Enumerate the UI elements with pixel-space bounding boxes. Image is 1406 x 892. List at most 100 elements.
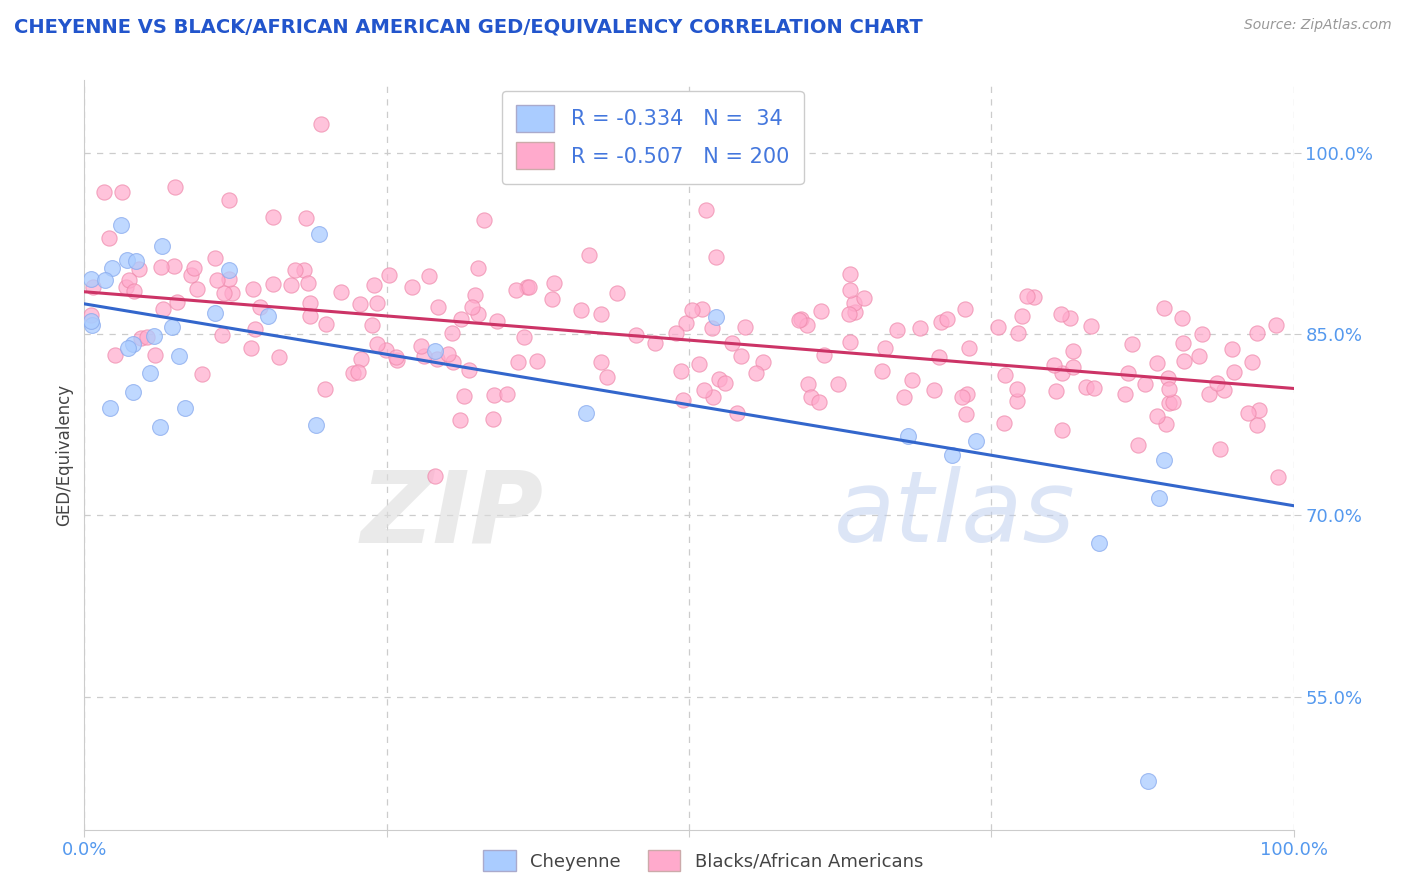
Point [1005,393,1028,408]
Point [305,418,328,433]
Point [1049,307,1071,321]
Point [298,309,321,323]
Point [1161,394,1184,409]
Point [257,309,280,323]
Point [122,284,145,298]
Point [844,305,866,319]
Point [513,330,536,344]
Point [900,372,922,386]
Point [1080,318,1102,333]
Point [853,291,876,305]
Point [423,469,446,483]
Point [80,318,103,332]
Text: atlas: atlas [834,467,1076,564]
Point [280,277,302,292]
Point [441,326,464,340]
Point [734,320,756,334]
Point [82,280,104,294]
Point [706,310,728,324]
Point [204,251,226,265]
Point [315,317,337,331]
Point [129,331,152,345]
Point [457,363,479,377]
Point [111,185,134,199]
Point [1191,326,1213,341]
Point [349,297,371,311]
Point [143,348,166,362]
Point [1114,386,1136,401]
Point [671,364,693,378]
Point [481,411,503,425]
Point [1146,409,1168,423]
Point [218,263,240,277]
Point [706,250,728,264]
Point [839,283,862,297]
Point [292,262,315,277]
Point [121,384,143,399]
Point [1126,438,1149,452]
Point [374,343,396,357]
Point [262,277,284,291]
Point [800,390,823,404]
Point [994,368,1017,383]
Point [695,202,717,217]
Point [928,350,950,364]
Point [690,302,713,317]
Point [173,401,195,415]
Text: Source: ZipAtlas.com: Source: ZipAtlas.com [1244,18,1392,32]
Point [1171,336,1194,351]
Point [401,279,423,293]
Point [347,365,370,379]
Point [269,350,291,364]
Point [308,227,330,242]
Point [1076,380,1098,394]
Point [363,278,385,293]
Point [543,277,565,291]
Point [163,259,186,273]
Point [180,268,202,283]
Point [80,308,103,322]
Point [115,253,138,268]
Point [441,355,464,369]
Point [1265,318,1288,333]
Point [897,429,920,443]
Point [1159,396,1181,410]
Point [924,383,946,397]
Point [725,406,748,420]
Point [1237,406,1260,420]
Point [644,335,666,350]
Point [506,355,529,369]
Point [121,337,143,351]
Point [1198,387,1220,401]
Point [1050,423,1073,437]
Point [311,118,333,132]
Point [1011,309,1033,323]
Point [1267,470,1289,484]
Point [1005,382,1028,396]
Point [166,295,188,310]
Point [167,349,190,363]
Point [1173,354,1195,368]
Point [1121,336,1143,351]
Point [688,357,710,371]
Point [993,417,1015,431]
Point [211,328,233,343]
Point [987,320,1010,334]
Point [953,301,976,316]
Point [484,387,506,401]
Point [152,301,174,316]
Point [787,313,810,327]
Point [1087,535,1109,549]
Point [104,348,127,362]
Point [713,376,735,390]
Point [1045,384,1067,398]
Point [437,347,460,361]
Point [1246,418,1268,433]
Point [1153,301,1175,316]
Point [149,420,172,434]
Point [423,343,446,358]
Point [810,304,832,318]
Point [1062,343,1084,358]
Point [1249,402,1271,417]
Point [139,366,162,380]
